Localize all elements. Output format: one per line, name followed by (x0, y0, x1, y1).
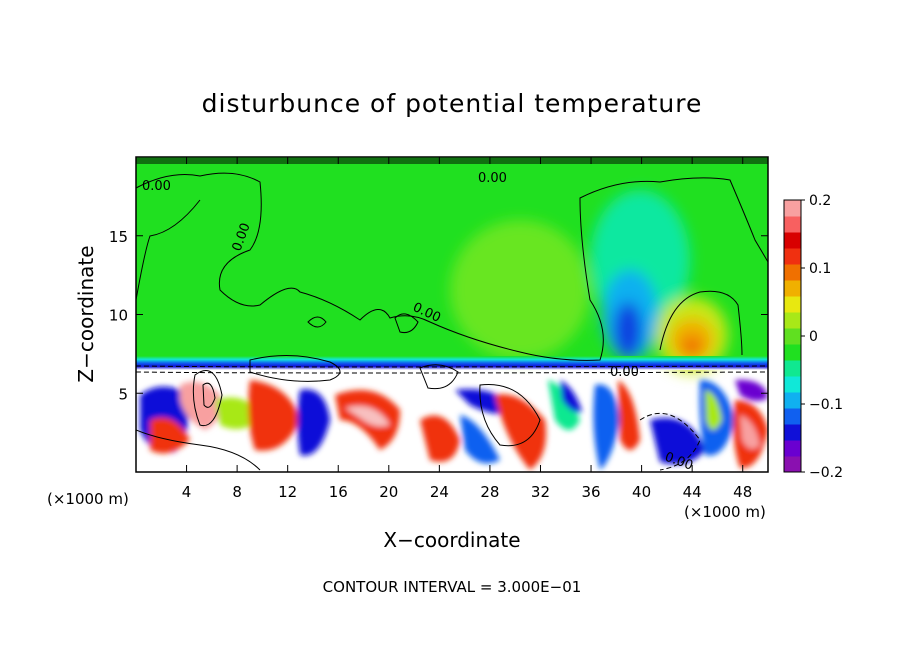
lower-blob (495, 394, 546, 470)
contour-line (479, 383, 541, 447)
colorbar-tick-label: −0.2 (809, 465, 843, 481)
colorbar-swatch (784, 456, 801, 473)
x-axis: 4 8 12 16 20 24 28 32 36 40 44 48 (182, 157, 752, 501)
colorbar-swatch (784, 360, 801, 377)
lower-blob (593, 384, 620, 470)
x-tick-label: 28 (480, 483, 499, 501)
contour-line (136, 199, 201, 301)
contour-line (136, 371, 768, 374)
x-unit-right: (×1000 m) (684, 503, 766, 521)
colorbar-swatch (784, 328, 801, 345)
lower-blob (297, 389, 330, 456)
y-tick-label: 10 (109, 307, 128, 325)
contour-line (249, 355, 341, 382)
plot-area (136, 157, 768, 472)
contour-line (202, 382, 216, 408)
colorbar-swatch (784, 312, 801, 329)
contour-line (136, 172, 768, 361)
colorbar-tick-label: 0.1 (809, 261, 831, 277)
inversion-band (136, 356, 768, 370)
y-tick-label: 5 (118, 385, 128, 403)
lower-blob (420, 415, 460, 462)
x-tick-label: 16 (329, 483, 348, 501)
chart-title: disturbunce of potential temperature (202, 89, 703, 118)
x-tick-label: 12 (278, 483, 297, 501)
colorbar-tick-label: 0.2 (809, 193, 831, 209)
contour-line (659, 290, 743, 356)
lower-blob (740, 415, 760, 449)
lower-blob (735, 379, 768, 401)
contour-line (136, 429, 261, 471)
contour-label: 0.00 (610, 365, 639, 380)
colorbar-swatch (784, 344, 801, 361)
colorbar-swatch (784, 280, 801, 297)
colorbar: 0.2 0.1 0 −0.1 −0.2 (783, 193, 843, 481)
colorbar-swatch (784, 264, 801, 281)
lower-blob (248, 380, 300, 451)
contour-line (136, 365, 768, 368)
x-unit-left: (×1000 m) (47, 490, 129, 508)
cool-plume-core (614, 302, 642, 358)
contour-line (419, 364, 459, 390)
colorbar-swatch (784, 200, 801, 217)
x-tick-label: 4 (182, 483, 192, 501)
contour-line (394, 313, 419, 333)
lower-blob (618, 380, 640, 450)
lower-blob (560, 380, 582, 413)
colorbar-swatch (784, 232, 801, 249)
colorbar-swatch (784, 424, 801, 441)
colorbar-swatch (784, 392, 801, 409)
warm-bubble-core (681, 336, 703, 356)
colorbar-swatch (784, 440, 801, 457)
colorbar-swatch (784, 248, 801, 265)
x-tick-label: 32 (531, 483, 550, 501)
lower-blob (180, 381, 221, 430)
lower-blob (150, 417, 190, 454)
y-tick-label: 15 (109, 228, 128, 246)
x-tick-label: 48 (733, 483, 752, 501)
contour-lines (136, 158, 768, 471)
x-axis-label: X−coordinate (383, 528, 520, 552)
warm-plume-center (450, 220, 590, 360)
x-tick-label: 20 (379, 483, 398, 501)
contour-line (192, 370, 223, 427)
colorbar-swatch (784, 296, 801, 313)
contour-interval-note: CONTOUR INTERVAL = 3.000E−01 (323, 578, 582, 596)
colorbar-swatch (784, 408, 801, 425)
upper-anomalies (450, 190, 728, 373)
contour-label: 0.00 (478, 171, 507, 186)
colorbar-tick-label: 0 (809, 329, 818, 345)
lower-blob (345, 406, 390, 427)
x-tick-label: 8 (232, 483, 242, 501)
x-tick-label: 36 (581, 483, 600, 501)
colorbar-swatch (784, 216, 801, 233)
colorbar-swatch (784, 376, 801, 393)
contour-line (307, 316, 327, 328)
lower-blob (705, 390, 722, 430)
y-axis-label: Z−coordinate (74, 245, 98, 382)
contour-line (639, 412, 701, 471)
lower-blob (548, 380, 580, 430)
x-tick-label: 40 (632, 483, 651, 501)
x-tick-label: 24 (430, 483, 449, 501)
contour-label: 0.00 (142, 179, 171, 194)
x-tick-label: 44 (683, 483, 702, 501)
colorbar-tick-label: −0.1 (809, 397, 843, 413)
y-axis: 5 10 15 (109, 228, 768, 403)
lower-turbulent-layer (140, 379, 768, 470)
lower-blob (460, 415, 500, 464)
